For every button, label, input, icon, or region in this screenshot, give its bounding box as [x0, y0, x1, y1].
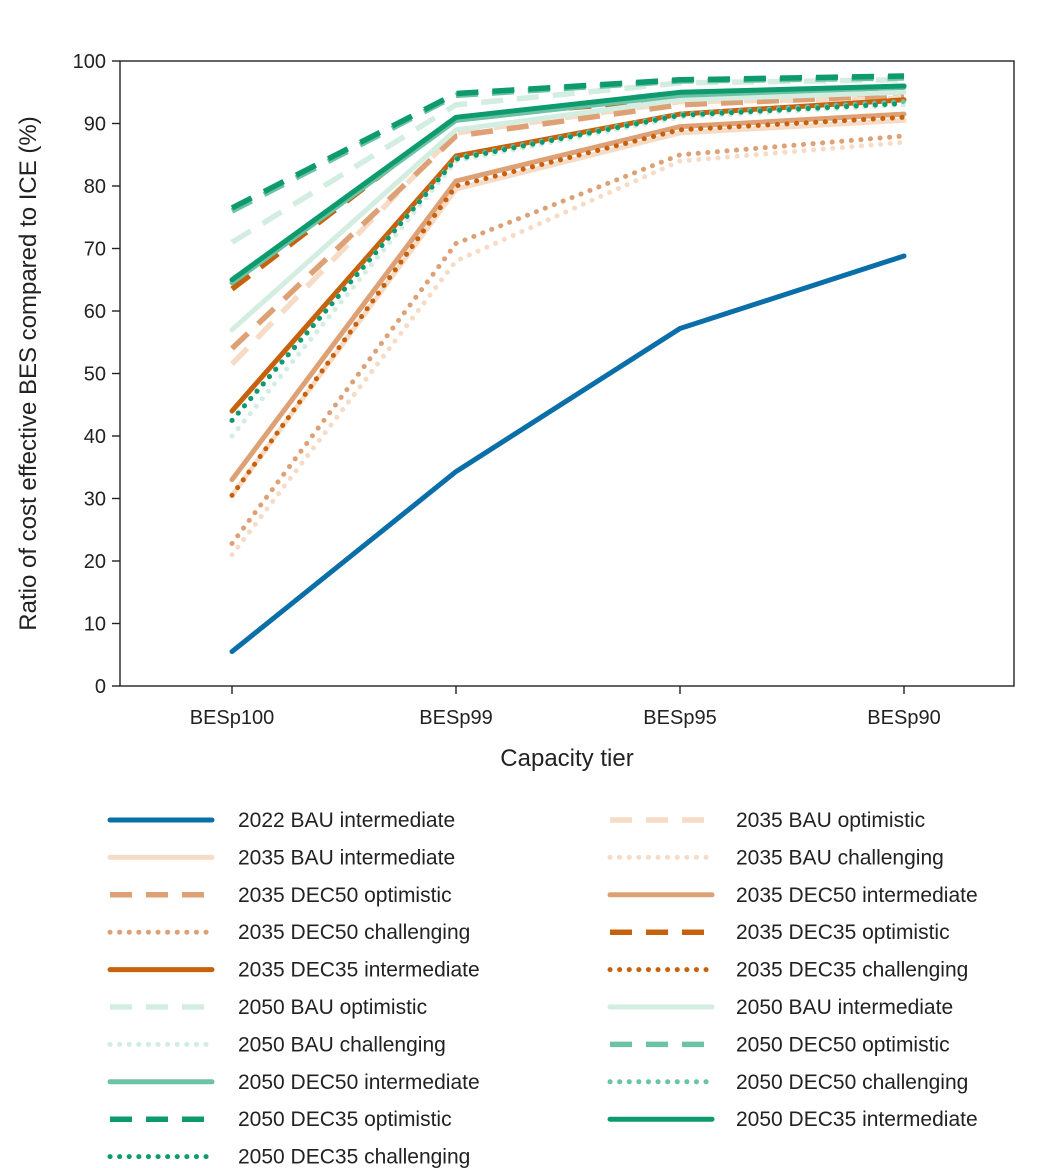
- legend-label: 2035 DEC35 challenging: [736, 959, 968, 982]
- x-tick-label: BESp90: [867, 707, 940, 729]
- y-tick-label: 10: [84, 614, 106, 636]
- legend-label: 2035 DEC35 optimistic: [736, 921, 950, 944]
- series-line: [229, 102, 907, 439]
- legend-label: 2050 DEC35 challenging: [238, 1146, 470, 1168]
- legend-item: 2035 BAU intermediate: [107, 846, 455, 869]
- y-tick-label: 90: [84, 114, 106, 136]
- x-tick-label: BESp95: [643, 707, 716, 729]
- legend-item: 2050 DEC35 optimistic: [110, 1108, 452, 1131]
- y-tick-label: 80: [84, 176, 106, 198]
- legend-item: 2035 DEC50 intermediate: [607, 884, 978, 907]
- legend-item: 2050 BAU intermediate: [607, 996, 953, 1019]
- legend-label: 2050 DEC50 optimistic: [736, 1033, 950, 1056]
- legend-label: 2050 BAU intermediate: [736, 996, 953, 1019]
- legend-label: 2035 DEC50 optimistic: [238, 884, 452, 907]
- y-tick-label: 70: [84, 239, 106, 261]
- legend-label: 2050 BAU challenging: [238, 1033, 446, 1056]
- legend-item: 2035 DEC35 intermediate: [107, 959, 480, 982]
- series-line: [229, 101, 907, 423]
- y-tick-label: 40: [84, 426, 106, 448]
- y-tick-label: 30: [84, 489, 106, 511]
- legend-item: 2050 BAU challenging: [107, 1033, 446, 1056]
- y-axis-title: Ratio of cost effective BES compared to …: [15, 116, 42, 630]
- legend-label: 2035 BAU optimistic: [736, 809, 925, 832]
- legend-label: 2035 BAU intermediate: [238, 846, 455, 869]
- series-line: [229, 83, 907, 283]
- y-tick-label: 100: [73, 51, 106, 73]
- y-tick-label: 0: [95, 676, 106, 698]
- series-line: [229, 89, 907, 333]
- legend-label: 2035 DEC50 intermediate: [736, 884, 978, 907]
- legend-label: 2050 DEC50 challenging: [736, 1071, 968, 1094]
- legend-item: 2050 DEC50 intermediate: [107, 1071, 480, 1094]
- legend-label: 2035 BAU challenging: [736, 846, 944, 869]
- x-axis-title: Capacity tier: [500, 745, 633, 772]
- x-axis: BESp100 BESp99 BESp95 BESp90: [190, 686, 941, 729]
- legend-item: 2035 BAU challenging: [607, 846, 944, 869]
- legend-label: 2035 DEC35 intermediate: [238, 959, 480, 982]
- series-line: [230, 73, 905, 211]
- y-axis: 0 10 20 30 40 50 60 70 80 90 100: [73, 51, 120, 698]
- series-line: [230, 92, 905, 351]
- series-line: [229, 111, 907, 483]
- x-tick-label: BESp99: [419, 707, 492, 729]
- x-tick-label: BESp100: [190, 707, 275, 729]
- y-tick-label: 50: [84, 364, 106, 386]
- legend-item: 2050 DEC50 challenging: [607, 1071, 968, 1094]
- legend-item: 2035 DEC50 challenging: [107, 921, 470, 944]
- legend-label: 2050 DEC35 optimistic: [238, 1108, 452, 1131]
- plot-lines: [229, 73, 907, 655]
- legend-item: 2050 DEC35 intermediate: [607, 1108, 978, 1131]
- legend-item: 2050 DEC35 challenging: [107, 1146, 470, 1168]
- series-line: [229, 117, 907, 498]
- legend-item: 2050 DEC50 optimistic: [610, 1033, 950, 1056]
- series-line: [229, 139, 907, 558]
- legend-item: 2035 DEC35 optimistic: [610, 921, 950, 944]
- legend-label: 2050 DEC50 intermediate: [238, 1071, 480, 1094]
- legend-item: 2022 BAU intermediate: [107, 809, 455, 832]
- legend-item: 2035 DEC35 challenging: [607, 959, 968, 982]
- legend-label: 2050 DEC35 intermediate: [736, 1108, 978, 1131]
- y-tick-label: 20: [84, 551, 106, 573]
- series-line: [229, 253, 907, 655]
- series-line: [229, 114, 907, 498]
- y-tick-label: 60: [84, 301, 106, 323]
- legend-label: 2035 DEC50 challenging: [238, 921, 470, 944]
- legend-item: 2050 BAU optimistic: [110, 996, 427, 1019]
- legend-item: 2035 BAU optimistic: [610, 809, 925, 832]
- legend-label: 2050 BAU optimistic: [238, 996, 427, 1019]
- series-line: [229, 133, 907, 546]
- legend: 2022 BAU intermediate 2035 BAU optimistic…: [107, 809, 978, 1168]
- legend-label: 2022 BAU intermediate: [238, 809, 455, 832]
- series-line: [230, 77, 905, 245]
- legend-item: 2035 DEC50 optimistic: [110, 884, 452, 907]
